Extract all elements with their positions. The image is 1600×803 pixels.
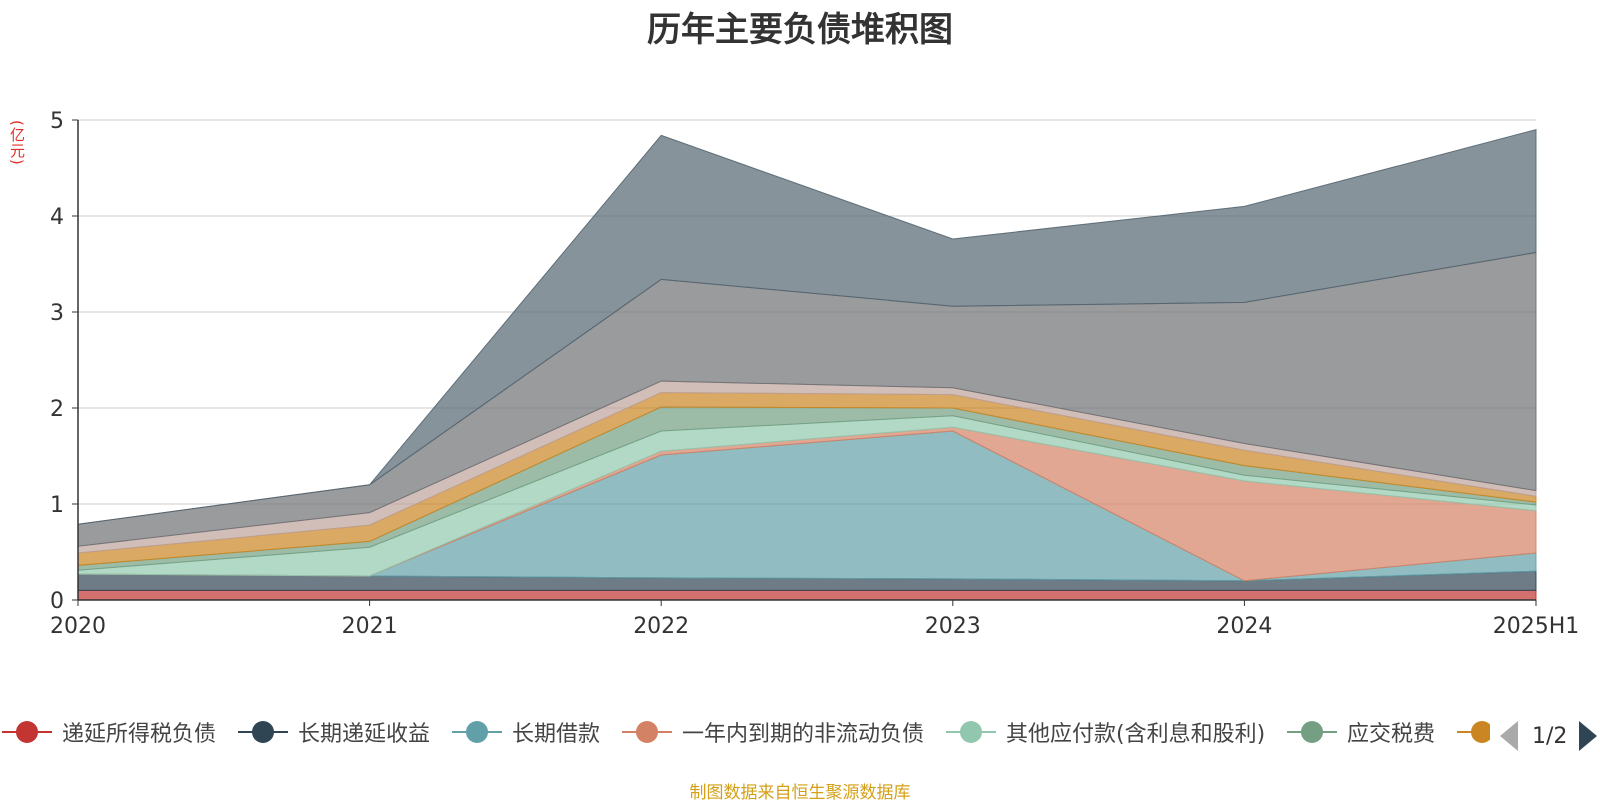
stacked-area-chart: 0 1 2 3 4 5 2020 2021 2022 2023 2024 2025H1 bbox=[50, 109, 1579, 639]
y-tick-label: 2 bbox=[50, 397, 64, 422]
legend-marker-icon bbox=[1287, 720, 1337, 744]
legend-item[interactable]: 长期递延收益 bbox=[238, 712, 430, 752]
legend-item[interactable]: 长期借款 bbox=[452, 712, 600, 752]
legend-marker-icon bbox=[2, 720, 52, 744]
x-tick-label: 2025H1 bbox=[1493, 614, 1580, 639]
x-tick-label: 2022 bbox=[633, 614, 689, 639]
legend-item[interactable]: 一年内到期的非流动负债 bbox=[622, 712, 924, 752]
legend: 递延所得税负债 长期递延收益 长期借款 一年内到期的非流动负债 其他应付款(含利息和股利… bbox=[0, 712, 1490, 752]
legend-item[interactable]: 递延所得税负债 bbox=[2, 712, 216, 752]
x-tick-label: 2021 bbox=[342, 614, 398, 639]
legend-pager: 1/2 bbox=[1500, 718, 1598, 754]
y-axis-unit: (亿元) bbox=[8, 120, 26, 166]
legend-marker-icon bbox=[238, 720, 288, 744]
legend-next-page-icon[interactable] bbox=[1579, 721, 1598, 751]
area-series-9[interactable] bbox=[77, 128, 1537, 525]
legend-item[interactable]: 应交税费 bbox=[1287, 712, 1435, 752]
chart-title: 历年主要负债堆积图 bbox=[647, 10, 953, 50]
legend-label: 长期递延收益 bbox=[298, 722, 431, 747]
y-tick-label: 4 bbox=[50, 205, 64, 230]
legend-item[interactable]: 其他应付款(含利息和股利) bbox=[946, 712, 1265, 752]
x-tick-label: 2023 bbox=[925, 614, 981, 639]
area-layer bbox=[77, 128, 1537, 601]
y-tick-label: 1 bbox=[50, 493, 64, 518]
legend-label: 递延所得税负债 bbox=[62, 722, 217, 747]
axes: 0 1 2 3 4 5 2020 2021 2022 2023 2024 2025H1 bbox=[50, 109, 1579, 639]
legend-prev-page-icon[interactable] bbox=[1500, 721, 1518, 751]
legend-marker-icon bbox=[622, 720, 672, 744]
legend-marker-icon bbox=[1457, 720, 1490, 744]
legend-marker-icon bbox=[452, 720, 502, 744]
x-tick-label: 2020 bbox=[50, 614, 106, 639]
x-tick-label: 2024 bbox=[1216, 614, 1272, 639]
legend-page-indicator: 1/2 bbox=[1532, 723, 1568, 749]
legend-label: 应交税费 bbox=[1347, 722, 1436, 747]
legend-marker-icon bbox=[946, 720, 996, 744]
source-note: 制图数据来自恒生聚源数据库 bbox=[689, 783, 911, 803]
area-series-0[interactable] bbox=[77, 589, 1537, 601]
legend-label: 长期借款 bbox=[512, 722, 601, 747]
y-tick-label: 5 bbox=[50, 109, 64, 134]
legend-label: 其他应付款(含利息和股利) bbox=[1006, 722, 1266, 747]
legend-item[interactable]: 应付票据 bbox=[1457, 712, 1490, 752]
y-tick-label: 3 bbox=[50, 301, 64, 326]
y-tick-label: 0 bbox=[50, 589, 64, 614]
legend-label: 一年内到期的非流动负债 bbox=[682, 722, 925, 747]
